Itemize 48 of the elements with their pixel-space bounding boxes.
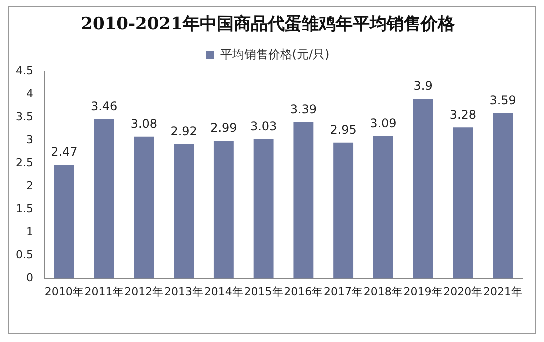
- data-label: 3.39: [290, 102, 318, 117]
- data-label: 3.03: [250, 119, 278, 134]
- data-label: 3.09: [370, 116, 397, 131]
- bar: [294, 122, 314, 279]
- y-tick-label: 3: [26, 133, 34, 146]
- bar: [334, 142, 354, 279]
- x-tick-label: 2020年: [444, 285, 483, 298]
- x-tick-label: 2014年: [204, 285, 244, 298]
- data-label: 3.28: [450, 108, 477, 122]
- y-tick-label: 1.5: [16, 202, 34, 216]
- data-label: 2.92: [170, 124, 198, 138]
- x-tick-label: 2015年: [244, 285, 284, 298]
- x-tick-label: 2010年: [44, 285, 84, 298]
- y-tick-label: 4.5: [16, 64, 34, 78]
- bar: [174, 144, 194, 279]
- data-label: 3.46: [90, 99, 118, 114]
- legend-label: 平均销售价格(元/只): [220, 48, 330, 62]
- y-tick-label: 4: [26, 87, 34, 100]
- bar: [94, 119, 114, 279]
- y-tick-label: 1: [26, 226, 34, 239]
- y-tick-label: 2: [26, 179, 34, 192]
- bar: [54, 164, 74, 279]
- data-label: 2.47: [51, 145, 78, 160]
- chart-title: 2010-2021年中国商品代蛋雏鸡年平均销售价格: [81, 14, 456, 35]
- data-label: 2.95: [330, 122, 357, 137]
- y-tick-label: 0: [26, 272, 34, 285]
- data-label: 2.99: [210, 121, 238, 136]
- y-tick-label: 0.5: [16, 248, 34, 262]
- bar: [134, 136, 154, 279]
- data-label: 3.08: [130, 116, 158, 131]
- x-tick-label: 2017年: [324, 285, 364, 298]
- bar: [254, 139, 274, 279]
- y-tick-label: 2.5: [16, 156, 34, 170]
- x-tick-label: 2019年: [404, 285, 443, 298]
- bar: [453, 128, 474, 279]
- x-tick-label: 2016年: [284, 285, 324, 298]
- y-tick-label: 3.5: [16, 110, 34, 124]
- bar: [214, 140, 234, 279]
- bar: [413, 99, 434, 279]
- x-tick-label: 2013年: [164, 285, 204, 298]
- x-tick-label: 2021年: [484, 285, 523, 298]
- bar: [493, 113, 514, 279]
- x-tick-label: 2012年: [124, 285, 164, 298]
- x-tick-label: 2011年: [84, 285, 124, 298]
- x-tick-label: 2018年: [364, 285, 403, 298]
- data-label: 3.9: [414, 79, 433, 94]
- data-label: 3.59: [490, 93, 516, 108]
- bar: [373, 136, 394, 279]
